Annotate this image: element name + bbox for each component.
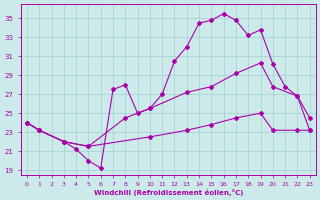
- X-axis label: Windchill (Refroidissement éolien,°C): Windchill (Refroidissement éolien,°C): [94, 189, 243, 196]
